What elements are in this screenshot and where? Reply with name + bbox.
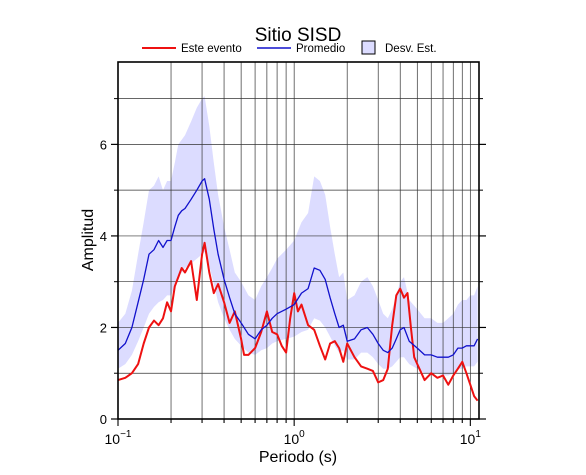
y-tick-label: 4 xyxy=(100,229,107,244)
y-axis-label: Amplitud xyxy=(80,209,97,271)
series-lines xyxy=(117,178,479,402)
legend-label-band: Desv. Est. xyxy=(385,43,437,55)
x-tick-label: 100 xyxy=(284,429,306,447)
legend: Este evento Promedio Desv. Est. xyxy=(142,40,437,55)
x-axis-label: Periodo (s) xyxy=(259,449,337,466)
x-tick-label: 10−1 xyxy=(105,429,132,447)
y-tick-label: 6 xyxy=(100,137,107,152)
y-tick-label: 2 xyxy=(100,320,107,335)
x-axis: 10−1 100 101 xyxy=(105,419,482,447)
series-mean-line xyxy=(117,178,479,358)
y-axis: 0 2 4 6 xyxy=(100,98,486,427)
series-event-line xyxy=(117,241,479,402)
plot-frame xyxy=(117,61,480,420)
legend-label-mean: Promedio xyxy=(296,43,345,55)
chart-title: Sitio SISD xyxy=(255,25,342,46)
legend-swatch-band xyxy=(361,40,376,55)
x-tick-label: 101 xyxy=(460,429,482,447)
legend-label-event: Este evento xyxy=(181,43,242,55)
y-tick-label: 0 xyxy=(100,412,107,427)
